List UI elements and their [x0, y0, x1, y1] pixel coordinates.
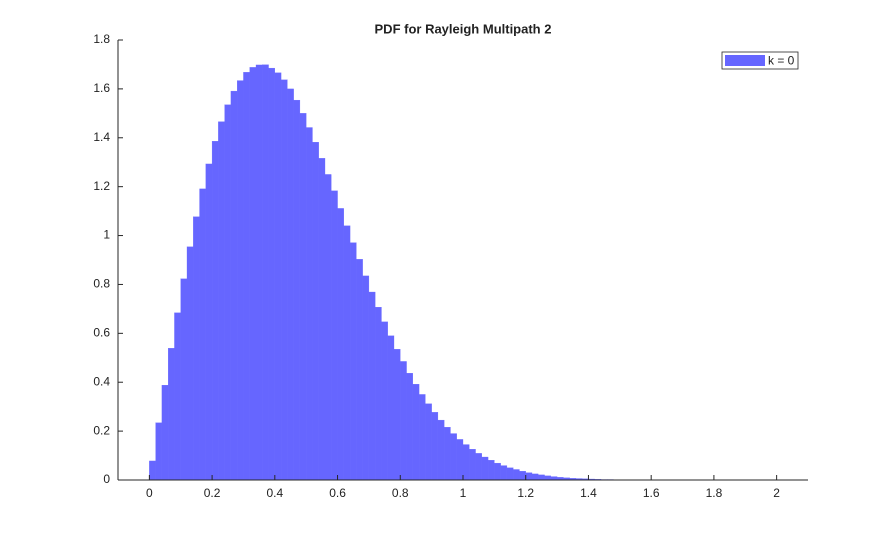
y-tick-label: 0.4 — [93, 374, 110, 388]
bar — [268, 67, 275, 481]
bar — [437, 419, 445, 481]
x-tick-label: 0.6 — [329, 486, 346, 500]
x-tick-label: 0 — [146, 486, 153, 500]
y-tick-label: 0.2 — [93, 423, 110, 437]
bar — [255, 64, 263, 481]
bar — [375, 307, 382, 481]
bar — [155, 422, 163, 481]
bar — [306, 127, 313, 481]
bar — [293, 99, 301, 481]
bar — [544, 475, 551, 481]
bar — [287, 88, 294, 481]
x-tick-label: 1 — [460, 486, 467, 500]
bar — [418, 394, 426, 481]
chart-title: PDF for Rayleigh Multipath 2 — [375, 21, 552, 36]
x-tick-label: 0.8 — [392, 486, 409, 500]
legend-swatch — [725, 55, 765, 66]
bar — [381, 321, 388, 481]
x-tick-label: 1.6 — [643, 486, 660, 500]
bar — [481, 456, 489, 481]
y-tick-label: 1.8 — [93, 32, 110, 46]
bar — [487, 460, 495, 481]
bar — [462, 444, 470, 481]
bar — [161, 385, 169, 481]
bar — [218, 121, 225, 481]
bar — [343, 225, 351, 481]
bar — [506, 467, 514, 481]
bar — [362, 275, 370, 481]
bar — [475, 453, 482, 481]
x-tick-label: 1.4 — [580, 486, 597, 500]
y-tick-label: 0.8 — [93, 277, 110, 291]
bar — [211, 141, 219, 481]
x-tick-label: 1.8 — [706, 486, 723, 500]
x-tick-label: 2 — [773, 486, 780, 500]
x-tick-label: 0.4 — [266, 486, 283, 500]
bar — [412, 384, 420, 481]
bar — [356, 259, 363, 481]
bar — [531, 473, 539, 481]
bar — [393, 349, 401, 481]
bar — [237, 80, 244, 481]
bar — [318, 158, 326, 481]
bar — [230, 90, 238, 481]
bar — [280, 79, 288, 481]
y-tick-label: 1.4 — [93, 130, 110, 144]
bar — [249, 67, 257, 481]
bar — [149, 460, 156, 481]
bar — [400, 361, 407, 481]
legend-label: k = 0 — [768, 54, 795, 68]
bar — [224, 104, 232, 481]
bar — [331, 190, 338, 481]
bar — [368, 291, 376, 481]
x-tick-label: 1.2 — [517, 486, 534, 500]
bar — [274, 72, 282, 481]
bar — [444, 427, 451, 481]
bar — [500, 465, 508, 481]
y-tick-label: 1 — [103, 228, 110, 242]
bar — [186, 246, 194, 481]
bar — [538, 474, 545, 481]
bar — [180, 278, 188, 481]
bar — [349, 242, 357, 481]
y-tick-label: 1.6 — [93, 81, 110, 95]
x-tick-label: 0.2 — [204, 486, 221, 500]
bar — [456, 439, 464, 481]
bar — [243, 72, 250, 481]
bar — [168, 348, 175, 481]
bar — [199, 188, 206, 481]
bar — [513, 469, 520, 481]
bar — [299, 113, 307, 481]
bar — [174, 312, 181, 481]
bar — [431, 412, 439, 481]
y-tick-label: 0.6 — [93, 326, 110, 340]
bar — [205, 163, 213, 481]
bar — [337, 208, 344, 481]
bar — [525, 472, 533, 481]
bar — [550, 476, 558, 481]
bar — [262, 64, 269, 481]
bar — [425, 403, 432, 481]
bar — [324, 174, 332, 481]
bar — [450, 433, 457, 481]
bar — [519, 471, 526, 481]
y-tick-label: 0 — [103, 472, 110, 486]
bar — [312, 142, 319, 481]
bar — [469, 449, 476, 481]
bar — [494, 462, 501, 481]
y-tick-label: 1.2 — [93, 179, 110, 193]
bar — [193, 216, 200, 481]
bar — [406, 373, 413, 481]
bar — [387, 335, 395, 481]
